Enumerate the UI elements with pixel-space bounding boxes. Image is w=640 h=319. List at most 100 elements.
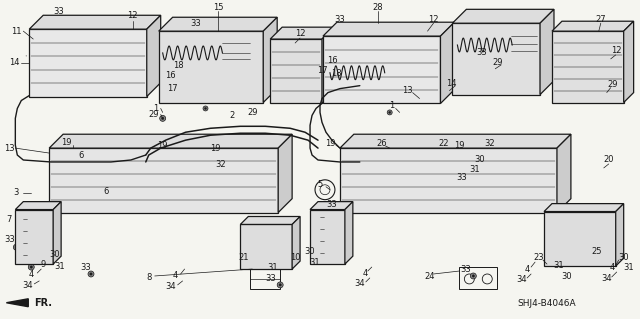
Text: 9: 9 [40, 260, 46, 269]
Text: 34: 34 [516, 275, 527, 285]
Circle shape [297, 48, 300, 50]
Bar [223, 39, 250, 61]
Text: 22: 22 [438, 139, 449, 148]
Circle shape [277, 282, 283, 288]
Text: 19: 19 [210, 144, 221, 152]
Circle shape [87, 32, 95, 40]
Circle shape [406, 185, 409, 188]
Circle shape [368, 185, 371, 188]
Circle shape [429, 40, 435, 46]
Text: 31: 31 [54, 262, 65, 271]
Polygon shape [440, 22, 454, 103]
Text: 2: 2 [230, 111, 235, 120]
Circle shape [573, 226, 575, 229]
Text: 13: 13 [4, 144, 15, 152]
Circle shape [133, 33, 139, 39]
Text: 29: 29 [148, 110, 159, 119]
Text: 20: 20 [604, 155, 614, 165]
Text: 7: 7 [6, 215, 12, 224]
Text: 33: 33 [81, 263, 92, 271]
Polygon shape [49, 134, 292, 148]
Circle shape [418, 42, 421, 44]
Circle shape [274, 238, 276, 241]
Circle shape [589, 226, 592, 229]
Circle shape [470, 182, 472, 185]
Text: 33: 33 [456, 173, 467, 182]
Text: 18: 18 [331, 69, 341, 78]
Circle shape [447, 85, 452, 92]
Circle shape [470, 273, 476, 279]
Polygon shape [552, 21, 634, 31]
Circle shape [472, 275, 474, 277]
Text: 23: 23 [534, 253, 545, 262]
Text: 19: 19 [324, 139, 335, 148]
Circle shape [344, 89, 346, 92]
Circle shape [497, 60, 502, 65]
Circle shape [448, 87, 451, 90]
Circle shape [468, 181, 474, 187]
Text: 12: 12 [295, 29, 305, 38]
Circle shape [161, 117, 164, 120]
Text: 4: 4 [362, 269, 367, 278]
Text: 1: 1 [389, 101, 394, 110]
Text: 33: 33 [335, 15, 346, 24]
Polygon shape [323, 36, 440, 103]
Circle shape [271, 235, 279, 243]
Circle shape [108, 185, 111, 188]
Circle shape [193, 26, 198, 32]
Text: 16: 16 [165, 71, 176, 80]
Text: 18: 18 [173, 61, 184, 70]
Text: 30: 30 [562, 272, 572, 281]
Circle shape [588, 225, 594, 230]
Text: 4: 4 [29, 271, 34, 279]
Text: 21: 21 [238, 253, 248, 262]
Text: 25: 25 [591, 247, 602, 256]
Text: 34: 34 [22, 281, 33, 290]
Circle shape [583, 40, 590, 47]
Polygon shape [147, 15, 161, 97]
Circle shape [205, 108, 207, 109]
Bar [59, 155, 278, 163]
Text: 8: 8 [146, 273, 152, 282]
Circle shape [486, 56, 492, 62]
Circle shape [556, 226, 558, 229]
Circle shape [468, 79, 470, 82]
Polygon shape [616, 204, 623, 266]
Text: 27: 27 [595, 15, 606, 24]
Polygon shape [345, 202, 353, 264]
Text: 29: 29 [247, 108, 257, 117]
Text: 19: 19 [454, 141, 465, 150]
Polygon shape [29, 29, 147, 97]
Circle shape [60, 17, 62, 19]
Text: 4: 4 [610, 263, 615, 271]
Polygon shape [540, 9, 554, 94]
Text: 1: 1 [153, 104, 158, 113]
Circle shape [482, 83, 487, 88]
Circle shape [467, 78, 472, 84]
Text: 5: 5 [317, 180, 323, 189]
Circle shape [386, 39, 394, 47]
Bar [59, 195, 278, 201]
Circle shape [205, 88, 207, 90]
Circle shape [483, 85, 485, 87]
Circle shape [604, 40, 610, 46]
Text: 31: 31 [469, 166, 479, 174]
Circle shape [516, 185, 518, 188]
Text: 13: 13 [403, 86, 413, 95]
Circle shape [566, 42, 568, 44]
Bar [350, 195, 557, 201]
Text: 28: 28 [372, 3, 383, 12]
Text: 31: 31 [623, 263, 634, 271]
Polygon shape [310, 210, 345, 264]
Circle shape [221, 185, 224, 188]
Circle shape [294, 46, 301, 52]
Circle shape [430, 42, 433, 44]
Polygon shape [159, 17, 277, 31]
Circle shape [72, 185, 75, 188]
Text: 11: 11 [11, 26, 22, 36]
Polygon shape [552, 31, 623, 102]
Polygon shape [6, 299, 28, 307]
Text: 31: 31 [310, 258, 321, 267]
Polygon shape [241, 225, 292, 269]
Circle shape [387, 110, 392, 115]
